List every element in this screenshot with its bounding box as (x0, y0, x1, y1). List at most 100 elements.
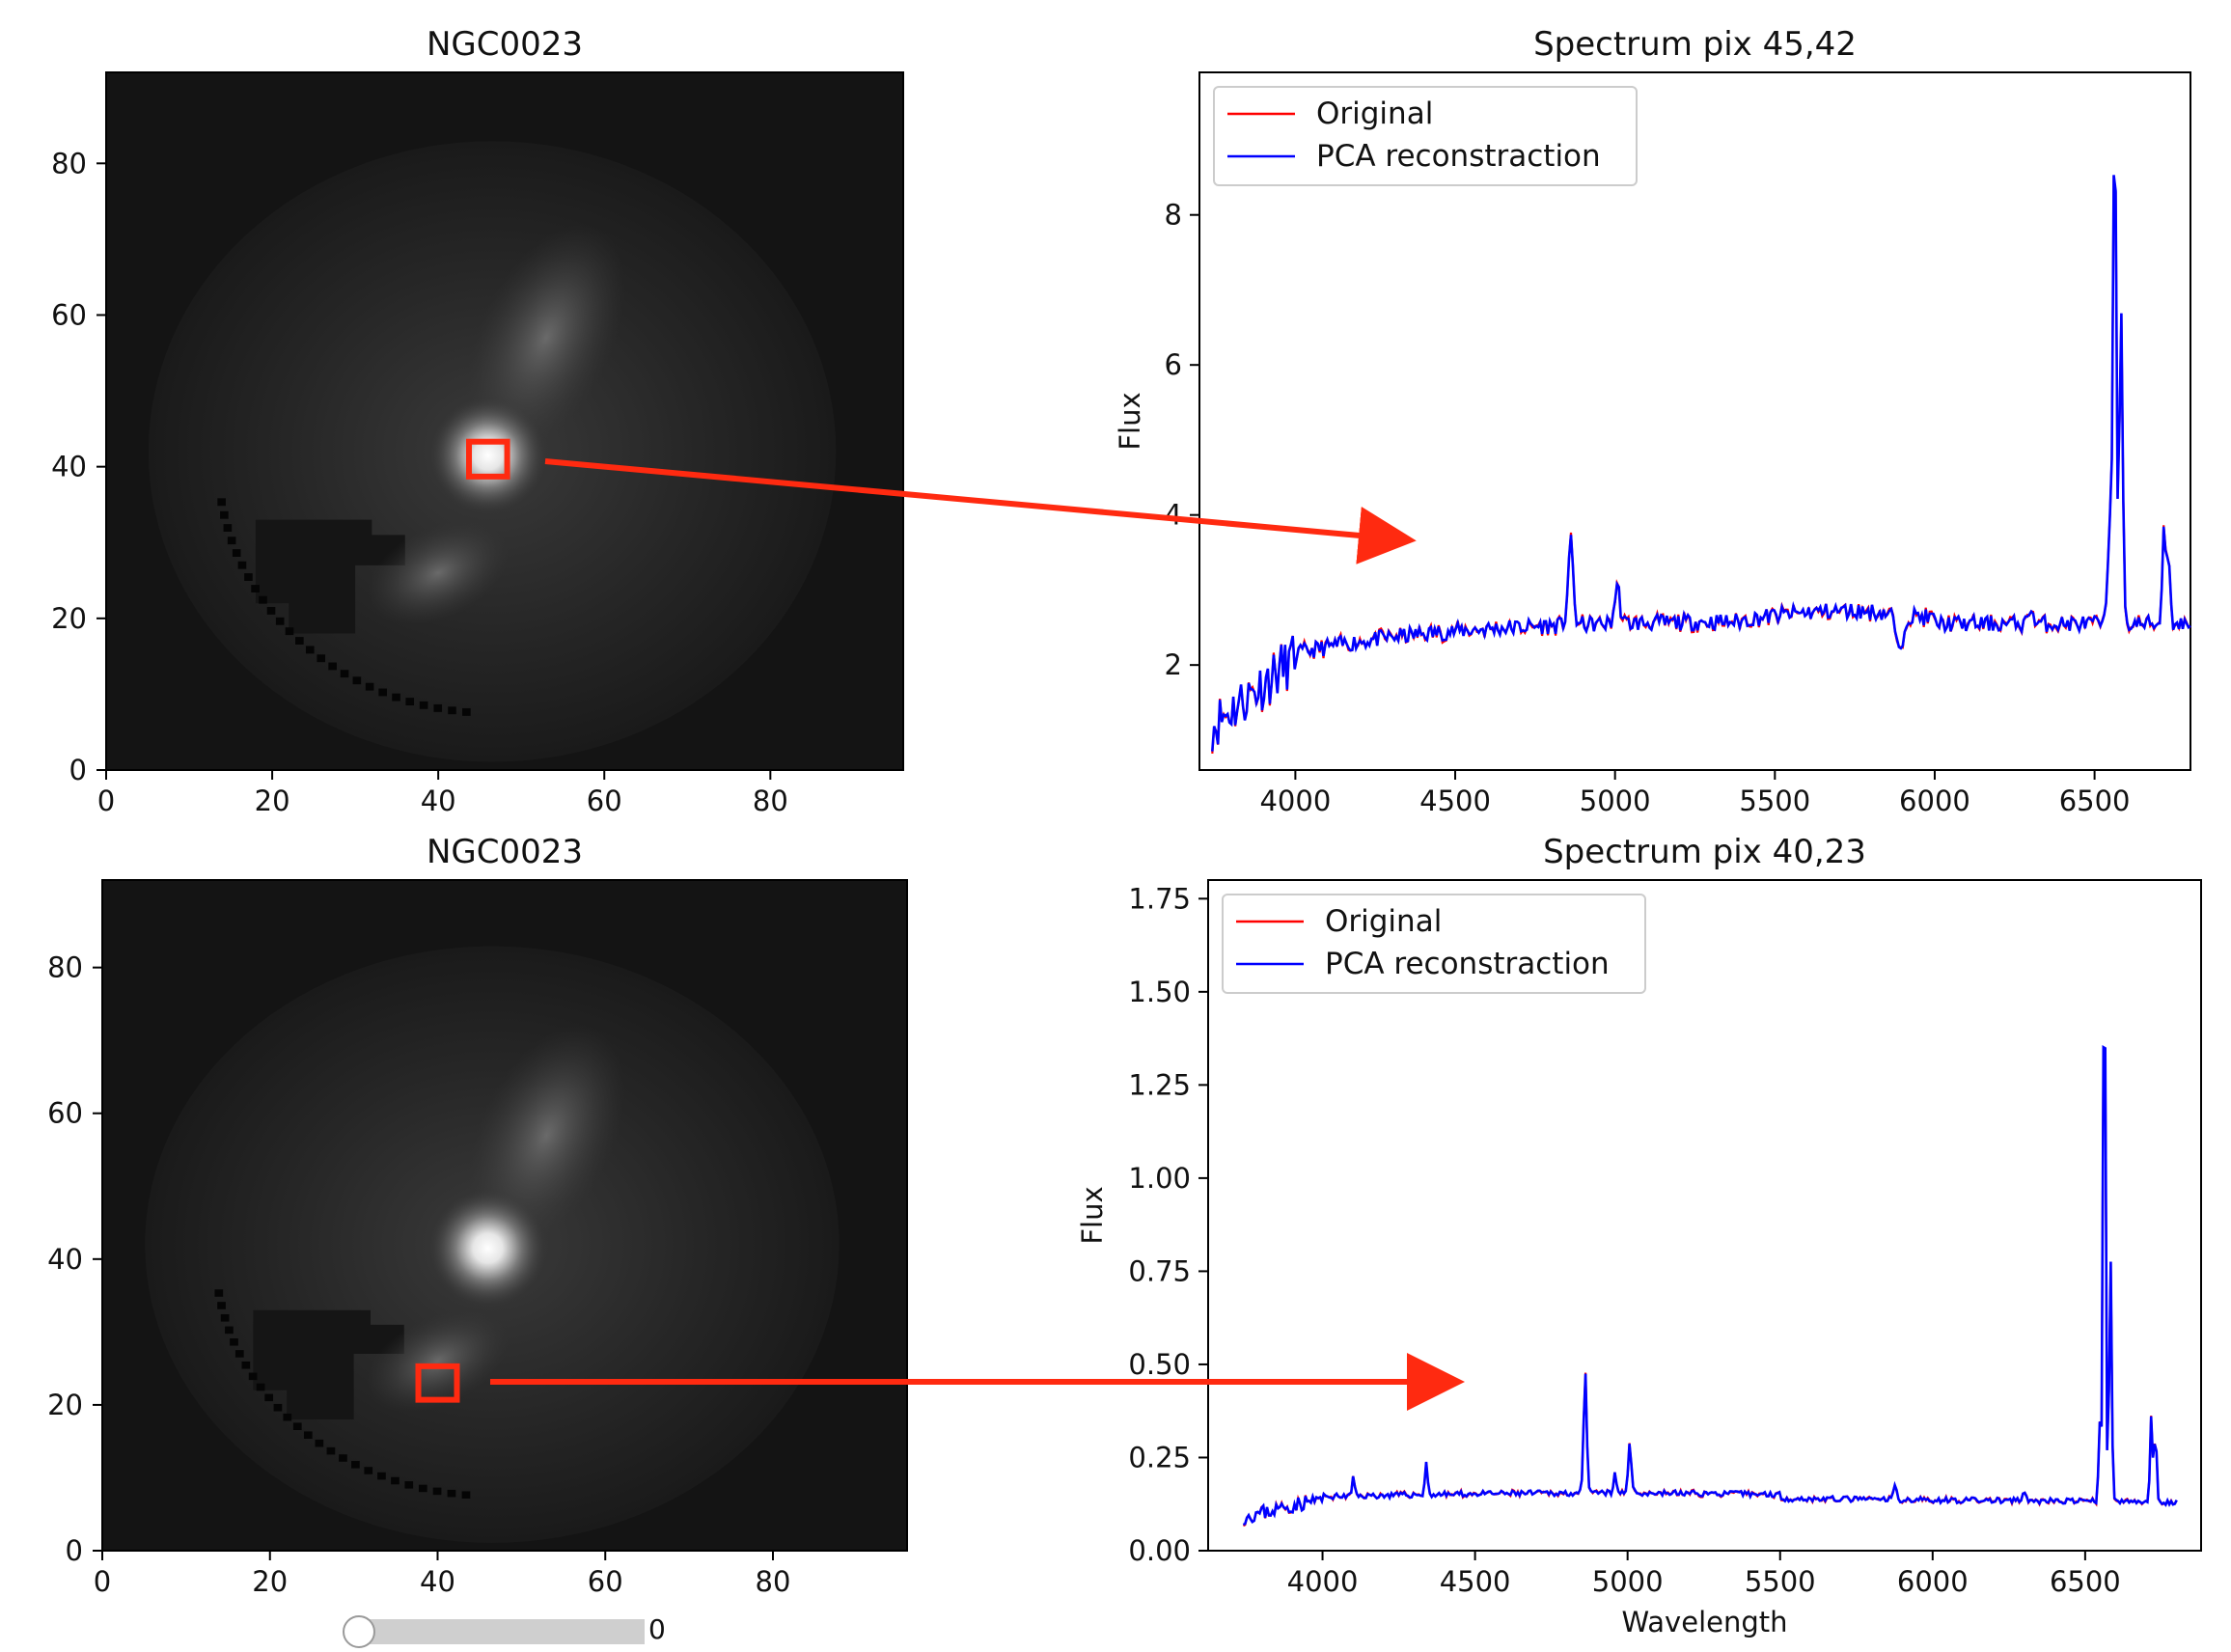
edge-pixel (392, 693, 400, 702)
edge-pixel (217, 1302, 226, 1309)
legend-box (1213, 86, 1638, 186)
edge-pixel (340, 670, 349, 678)
image-frame (105, 71, 904, 771)
y-tick-label: 0.25 (1128, 1441, 1191, 1473)
y-tick-label: 0 (69, 754, 87, 786)
y-tick-label: 40 (47, 1243, 83, 1276)
edge-pixel (273, 1403, 283, 1412)
edge-pixel (248, 1372, 258, 1381)
edge-pixel (315, 1439, 324, 1447)
y-tick-label: 8 (1165, 199, 1182, 232)
x-tick-label: 6000 (1897, 1565, 1969, 1598)
y-tick-label: 0.50 (1128, 1348, 1191, 1381)
y-tick-label: 0.00 (1128, 1534, 1191, 1567)
arrow-top (544, 458, 1417, 564)
selected-pixel-box (415, 1363, 460, 1403)
slider-knob[interactable] (343, 1615, 375, 1648)
series-pca-line (1242, 1045, 2178, 1527)
legend-label: Original (1325, 904, 1442, 939)
x-tick-label: 80 (756, 1565, 791, 1598)
y-tick-label: 2 (1165, 648, 1182, 681)
y-tick-label: 80 (51, 147, 87, 179)
edge-pixel (292, 1422, 302, 1430)
edge-pixel (237, 561, 247, 569)
edge-pixel (259, 595, 267, 604)
edge-pixel (305, 646, 315, 654)
edge-pixel (285, 627, 294, 636)
image-title: NGC0023 (427, 833, 583, 871)
x-tick-label: 4500 (1419, 785, 1491, 817)
y-axis-label: Flux (1114, 392, 1146, 450)
spiral-arm-upper (467, 224, 625, 452)
spectrum-title: Spectrum pix 45,42 (1533, 25, 1857, 64)
y-tick-label: 0.75 (1128, 1254, 1191, 1287)
edge-pixel (230, 1338, 238, 1346)
edge-pixel (295, 637, 304, 645)
masked-region (255, 519, 405, 634)
edge-pixel (303, 1431, 313, 1439)
y-tick-label: 60 (47, 1097, 83, 1130)
slider-track[interactable] (360, 1619, 645, 1644)
edge-pixel (365, 682, 374, 691)
image-panel-top: 0 20 40 60 80 0 20 40 60 80 NGC0023 (51, 25, 904, 817)
y-tick-label: 1.50 (1128, 976, 1191, 1008)
masked-region (253, 1309, 404, 1420)
series-pca-line (1211, 175, 2191, 752)
edge-pixel (223, 524, 233, 532)
spiral-arm-upper (468, 1025, 625, 1245)
legend-label: PCA reconstraction (1325, 947, 1610, 981)
edge-pixel (317, 654, 326, 663)
x-tick-label: 4500 (1440, 1565, 1511, 1598)
y-tick-label: 20 (47, 1389, 83, 1421)
edge-pixel (328, 662, 337, 671)
spiral-arm-lower (367, 1309, 509, 1413)
edge-pixel (220, 510, 229, 519)
edge-pixel (433, 703, 443, 712)
x-tick-label: 5000 (1580, 785, 1651, 817)
edge-pixel (351, 1461, 360, 1469)
edge-pixel (339, 1454, 347, 1462)
galaxy-core (429, 397, 547, 514)
edge-pixel (266, 607, 276, 615)
spectrum-panel-bottom: 4000 4500 5000 5500 6000 6500 0.00 0.25 0.50 0.75… (1076, 833, 2202, 1638)
edge-pixel (232, 549, 241, 557)
frame-slider[interactable] (343, 1610, 661, 1648)
edge-pixel (418, 1484, 427, 1493)
legend-label: Original (1316, 96, 1433, 131)
edge-pixel (405, 698, 415, 705)
legend-box (1222, 894, 1646, 994)
x-axis-label: Wavelength (1621, 1606, 1787, 1638)
edge-pixel (378, 688, 387, 697)
spectrum-title: Spectrum pix 40,23 (1543, 833, 1866, 871)
edge-pixel (256, 1383, 265, 1391)
y-tick-label: 1.25 (1128, 1068, 1191, 1101)
y-tick-label: 1.75 (1128, 882, 1191, 915)
slider-value: 0 (648, 1613, 666, 1645)
edge-pixel (234, 1350, 244, 1358)
x-tick-label: 5500 (1739, 785, 1810, 817)
y-tick-label: 0 (66, 1534, 83, 1567)
x-tick-label: 60 (588, 1565, 623, 1598)
edge-pixel (462, 707, 471, 716)
edge-pixel (447, 1489, 456, 1498)
x-tick-label: 40 (421, 785, 456, 817)
edge-pixel (326, 1446, 336, 1455)
x-tick-label: 6500 (2059, 785, 2131, 817)
edge-pixel (419, 701, 428, 709)
x-tick-label: 80 (753, 785, 788, 817)
edge-pixel (244, 573, 253, 581)
x-tick-label: 0 (94, 1565, 111, 1598)
legend-label: PCA reconstraction (1316, 139, 1601, 174)
y-tick-label: 6 (1165, 348, 1182, 381)
edge-pixel (220, 1313, 230, 1322)
x-tick-label: 4000 (1259, 785, 1331, 817)
edge-pixel (461, 1491, 471, 1500)
edge-pixel (404, 1481, 414, 1489)
x-tick-label: 5500 (1745, 1565, 1816, 1598)
y-tick-label: 20 (51, 602, 87, 635)
image-panel-bottom: 0 20 40 60 80 0 20 40 60 80 NGC0023 (47, 833, 908, 1598)
edge-pixel (377, 1472, 386, 1480)
y-axis-label: Flux (1076, 1186, 1109, 1244)
x-tick-label: 5000 (1592, 1565, 1664, 1598)
y-tick-label: 4 (1165, 499, 1182, 532)
